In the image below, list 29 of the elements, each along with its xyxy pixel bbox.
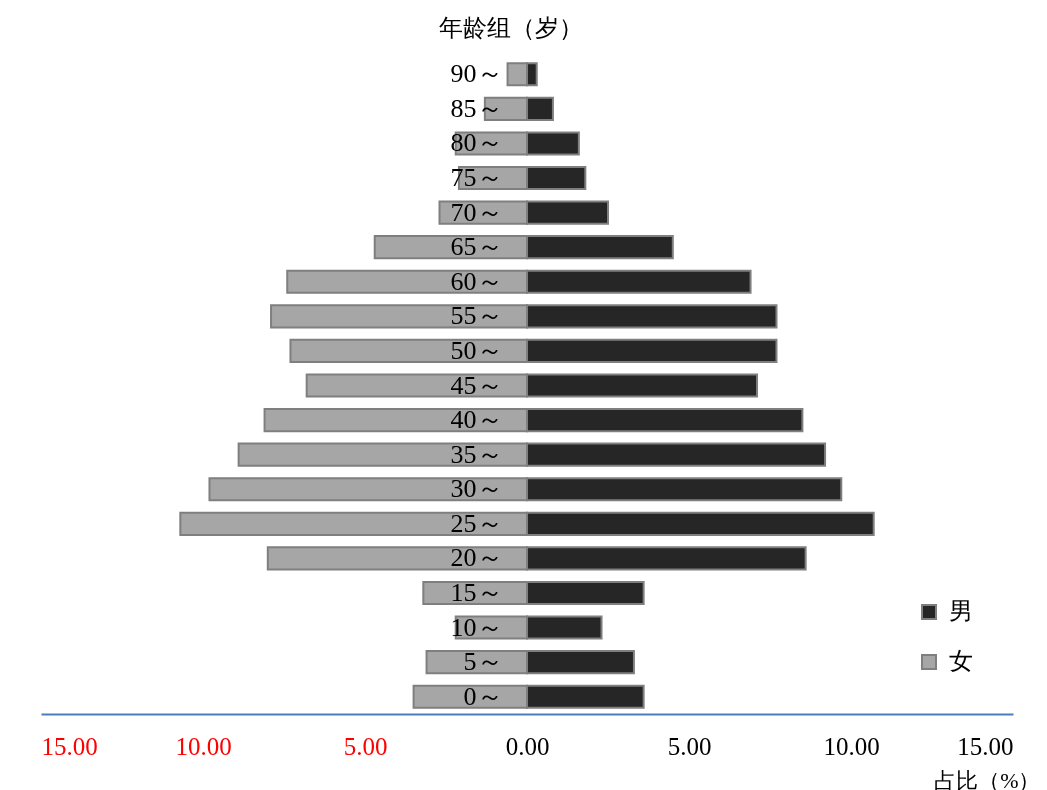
y-tick-label: 10～ [450,612,503,642]
y-tick-label: 0～ [463,681,503,711]
y-axis-title: 年龄组（岁） [438,14,583,41]
y-tick-label: 30～ [450,474,503,504]
y-tick-label: 35～ [450,439,503,469]
y-tick-label: 65～ [450,232,503,262]
x-tick-label: 5.00 [343,732,388,760]
y-tick-label: 45～ [450,370,503,400]
y-tick-label: 5～ [463,647,503,677]
y-tick-label: 90～ [450,59,503,89]
y-tick-label: 85～ [450,93,503,123]
x-tick-label: 5.00 [667,732,712,760]
y-tick-label: 60～ [450,266,503,296]
y-tick-label: 55～ [450,301,503,331]
legend-label: 女 [949,648,973,674]
x-tick-label: 15.00 [957,732,1014,760]
y-tick-label: 70～ [450,197,503,227]
y-tick-label: 25～ [450,508,503,538]
y-tick-label: 80～ [450,128,503,158]
y-tick-label: 75～ [450,163,503,193]
legend-label: 男 [949,598,973,624]
x-tick-label: 0.00 [505,732,550,760]
y-tick-label: 20～ [450,543,503,573]
x-tick-label: 15.00 [41,732,98,760]
x-tick-label: 10.00 [175,732,232,760]
y-tick-label: 15～ [450,577,503,607]
y-tick-label: 40～ [450,405,503,435]
y-tick-label: 50～ [450,335,503,365]
x-tick-label: 10.00 [823,732,880,760]
